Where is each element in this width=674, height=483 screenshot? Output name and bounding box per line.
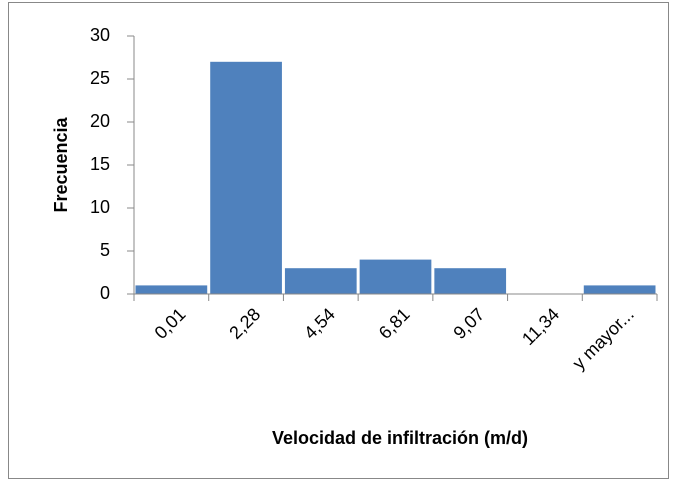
y-axis-title: Frecuencia <box>51 116 71 212</box>
bar <box>284 268 357 294</box>
y-tick-label: 20 <box>90 111 110 131</box>
bar <box>210 61 282 294</box>
bar <box>135 285 208 294</box>
y-tick-label: 0 <box>100 283 110 303</box>
bar <box>434 268 507 294</box>
x-axis-title: Velocidad de infiltración (m/d) <box>272 428 528 448</box>
bar <box>583 285 656 294</box>
y-tick-label: 30 <box>90 25 110 45</box>
y-tick-label: 10 <box>90 197 110 217</box>
chart-border <box>8 2 669 479</box>
y-tick-label: 25 <box>90 68 110 88</box>
y-tick-label: 5 <box>100 240 110 260</box>
bar <box>359 259 432 294</box>
y-tick-label: 15 <box>90 154 110 174</box>
